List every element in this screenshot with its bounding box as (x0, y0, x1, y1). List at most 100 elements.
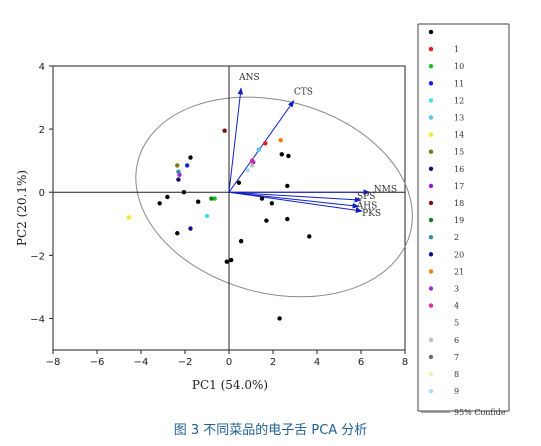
score-point (238, 238, 244, 244)
legend-label: 3 (454, 285, 459, 294)
score-point (188, 155, 193, 160)
legend-label: 14 (454, 131, 464, 140)
score-point (264, 218, 269, 223)
y-tick-label: −4 (30, 314, 45, 325)
legend-label: 6 (454, 336, 459, 345)
legend-marker (428, 252, 434, 257)
axes-group: −8 −6 −4 −2 0 2 4 6 8 4 2 0 −2 −4 (30, 62, 408, 368)
legend-ellipse-label: 95% Confide (454, 408, 506, 415)
x-tick-label: 2 (270, 357, 276, 368)
loading-vector (228, 191, 363, 214)
legend-marker (428, 337, 434, 342)
x-tick-label: −2 (178, 357, 193, 368)
score-point (278, 137, 283, 143)
loading-vector (228, 100, 295, 193)
loading-vector-label: AHS (356, 201, 378, 211)
legend-label: 4 (454, 302, 459, 311)
legend-label: 18 (454, 199, 464, 208)
score-point (222, 128, 227, 133)
legend-marker (428, 98, 434, 103)
legend-marker (428, 29, 434, 35)
score-point (279, 152, 284, 157)
score-point (177, 172, 182, 178)
legend: 1 10 11 12 13 14 15 16 17 18 19 2 20 21 3 4 5 6 7 8 9 95% Con… (417, 23, 510, 415)
legend-label: 10 (454, 62, 464, 71)
score-point (212, 196, 217, 201)
score-point (245, 167, 250, 173)
legend-label: 11 (454, 79, 464, 88)
figure-caption: 图 3 不同菜品的电子舌 PCA 分析 (173, 423, 368, 438)
legend-label: 20 (454, 250, 464, 259)
score-point (277, 316, 282, 321)
score-point (249, 163, 255, 168)
score-point (285, 216, 290, 222)
legend-marker (428, 371, 434, 377)
legend-label: 9 (454, 387, 459, 396)
legend-marker (428, 217, 434, 223)
legend-marker (428, 286, 434, 291)
score-point (285, 183, 290, 189)
y-tick-label: 4 (39, 62, 45, 73)
score-point (165, 194, 170, 200)
legend-marker (428, 388, 434, 394)
legend-label: 16 (454, 165, 464, 174)
legend-marker (428, 166, 434, 171)
score-point (196, 199, 201, 204)
score-point (175, 231, 180, 236)
x-tick-label: 4 (314, 357, 320, 368)
legend-label: 21 (454, 267, 464, 276)
legend-marker (428, 115, 434, 120)
legend-label: 13 (454, 114, 464, 123)
legend-label: 15 (454, 148, 464, 157)
legend-label: 1 (454, 45, 459, 54)
legend-marker (428, 200, 434, 206)
y-tick-label: 2 (39, 125, 45, 136)
score-points (126, 128, 312, 321)
loading-vector (228, 191, 360, 209)
legend-marker (428, 320, 434, 326)
legend-marker (428, 354, 434, 360)
score-point (175, 163, 180, 168)
score-point (185, 163, 190, 168)
legend-label: 12 (454, 96, 464, 105)
confidence-ellipse-group (135, 96, 413, 298)
score-point (224, 259, 229, 264)
score-point (256, 147, 261, 152)
legend-label: 7 (454, 353, 459, 362)
legend-label: 2 (454, 233, 459, 242)
loading-vector (228, 87, 244, 193)
legend-label: 17 (454, 182, 464, 191)
legend-marker (428, 46, 434, 52)
legend-label: 8 (454, 370, 459, 379)
legend-label: 5 (454, 319, 459, 328)
loading-vector-label: NMS (374, 185, 397, 195)
legend-marker (428, 63, 434, 69)
y-tick-label: −2 (30, 251, 45, 262)
score-point (236, 180, 242, 185)
legend-marker (428, 183, 434, 189)
x-tick-label: −6 (90, 357, 105, 368)
legend-marker (428, 303, 434, 308)
score-point (259, 196, 265, 201)
score-point (229, 257, 234, 263)
score-point (263, 141, 268, 146)
confidence-ellipse (135, 96, 413, 298)
loading-vector-label: SPS (357, 192, 375, 202)
x-tick-label: 0 (226, 357, 232, 368)
y-tick-label: 0 (39, 188, 45, 199)
x-tick-label: −8 (46, 357, 61, 368)
legend-marker (428, 149, 434, 154)
x-axis-label: PC1 (54.0%) (192, 378, 268, 392)
loading-vector-label: CTS (294, 88, 313, 98)
x-tick-label: 6 (358, 357, 364, 368)
score-point (269, 201, 275, 206)
legend-marker (428, 132, 434, 137)
score-point (188, 226, 193, 231)
y-axis-label: PC2 (20.1%) (15, 170, 29, 246)
x-tick-label: −4 (134, 357, 149, 368)
legend-marker (428, 81, 434, 86)
loading-vector-label: PKS (362, 209, 381, 219)
legend-marker (428, 269, 434, 274)
legend-label: 19 (454, 216, 464, 225)
